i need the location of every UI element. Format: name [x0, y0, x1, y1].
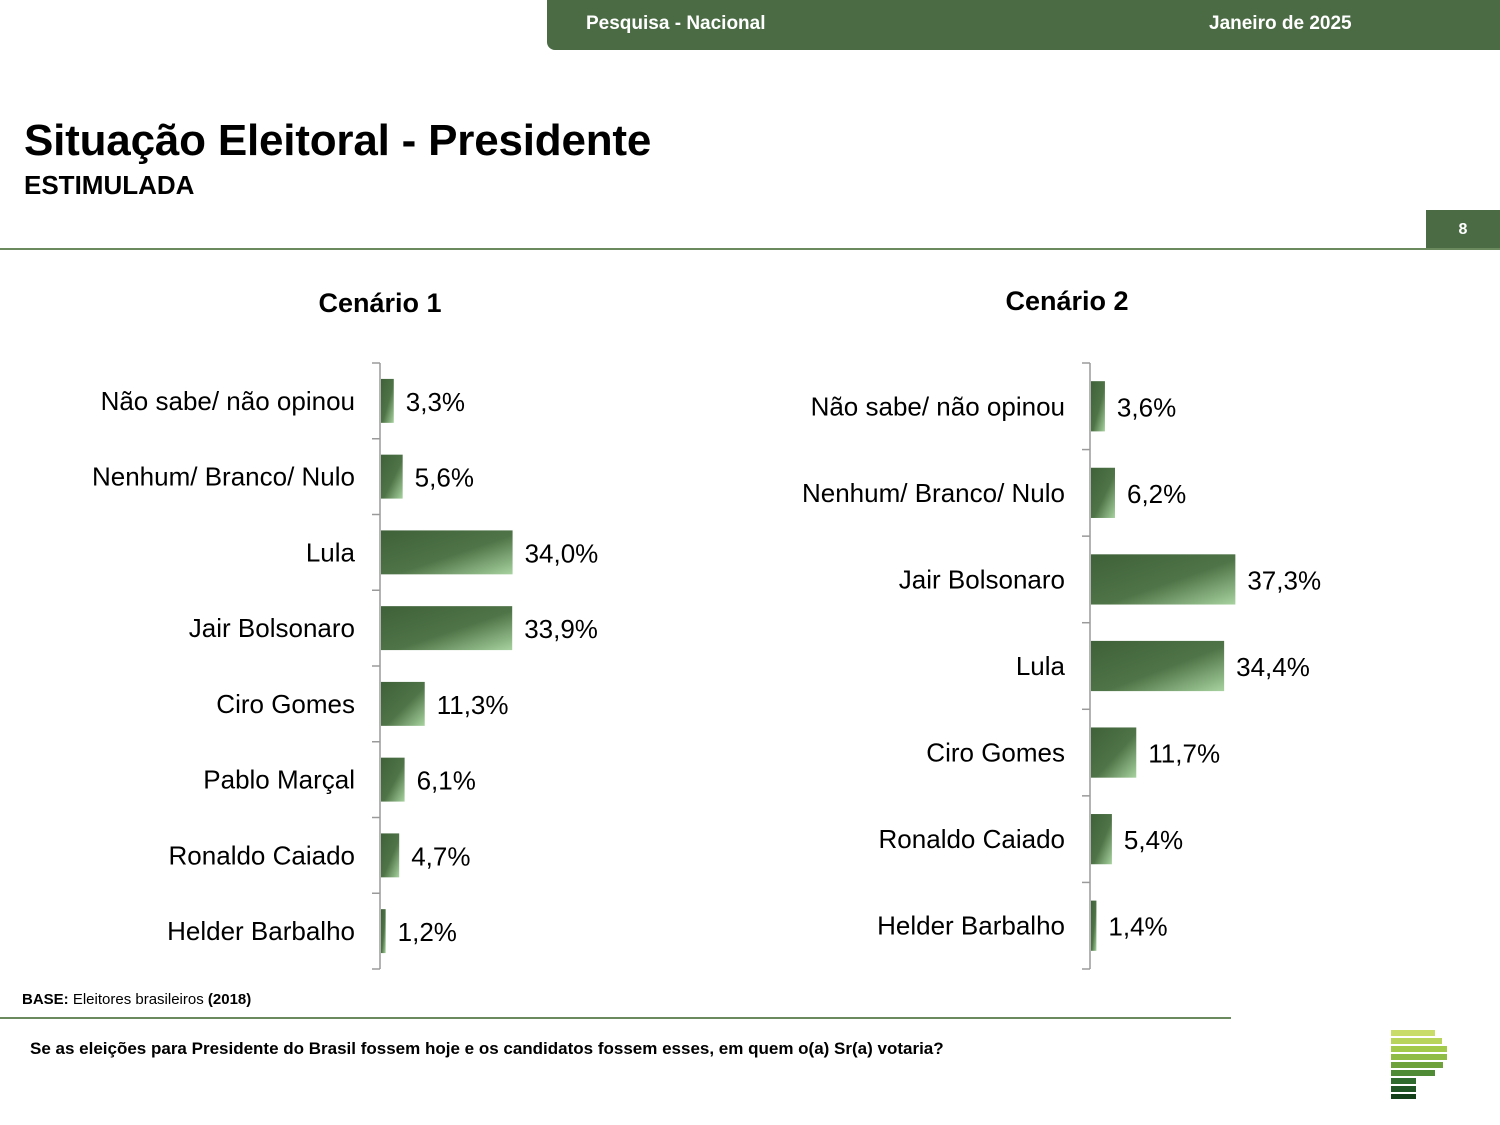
- category-label: Nenhum/ Branco/ Nulo: [92, 462, 355, 492]
- bar-5: [381, 681, 425, 726]
- value-label: 1,2%: [398, 917, 457, 947]
- bar-2: [1091, 467, 1115, 518]
- bar-3: [381, 530, 513, 575]
- category-label: Ciro Gomes: [216, 689, 355, 719]
- category-label: Ronaldo Caiado: [879, 824, 1065, 854]
- chart-title: Cenário 1: [318, 288, 441, 318]
- category-label: Jair Bolsonaro: [899, 564, 1065, 594]
- header-bar: Pesquisa - Nacional Janeiro de 2025: [547, 0, 1500, 50]
- page-number-badge: 8: [1426, 210, 1500, 249]
- category-label: Helder Barbalho: [877, 911, 1065, 941]
- value-label: 34,0%: [525, 538, 599, 568]
- value-label: 1,4%: [1108, 912, 1167, 942]
- value-label: 37,3%: [1247, 565, 1321, 595]
- chart-1: Cenário 1 Não sabe/ não opinou 3,3% Nenhum/…: [92, 288, 599, 970]
- bar-7: [1091, 900, 1097, 951]
- value-label: 6,1%: [417, 766, 476, 796]
- value-label: 3,6%: [1117, 392, 1176, 422]
- base-note: BASE: Eleitores brasileiros (2018): [22, 991, 251, 1008]
- bar-6: [381, 757, 405, 802]
- bar-2: [381, 454, 403, 499]
- bar-5: [1091, 727, 1137, 778]
- chart-title: Cenário 2: [1005, 286, 1128, 316]
- bar-3: [1091, 554, 1236, 605]
- value-label: 11,3%: [437, 690, 509, 720]
- survey-label: Pesquisa - Nacional: [586, 13, 766, 34]
- chart-2: Cenário 2 Não sabe/ não opinou 3,6% Nenhum/…: [802, 286, 1321, 970]
- value-label: 6,2%: [1127, 479, 1186, 509]
- bar-4: [381, 606, 513, 651]
- top-divider: [0, 248, 1500, 250]
- bar-4: [1091, 640, 1225, 692]
- bar-6: [1091, 814, 1112, 865]
- category-label: Nenhum/ Branco/ Nulo: [802, 478, 1065, 508]
- value-label: 4,7%: [411, 841, 470, 871]
- survey-question: Se as eleições para Presidente do Brasil…: [30, 1039, 944, 1058]
- bar-1: [1091, 381, 1105, 432]
- category-label: Pablo Marçal: [203, 765, 355, 795]
- category-label: Helder Barbalho: [167, 916, 355, 946]
- bar-1: [381, 378, 394, 423]
- value-label: 3,3%: [406, 387, 465, 417]
- value-label: 5,4%: [1124, 825, 1183, 855]
- category-label: Não sabe/ não opinou: [101, 386, 355, 416]
- bar-7: [381, 833, 400, 878]
- survey-date: Janeiro de 2025: [1209, 13, 1352, 34]
- value-label: 11,7%: [1148, 739, 1220, 769]
- base-text: Eleitores brasileiros: [72, 991, 204, 1008]
- striped-p-logo-icon: [1391, 1030, 1447, 1099]
- category-label: Ronaldo Caiado: [169, 840, 355, 870]
- category-label: Jair Bolsonaro: [189, 613, 355, 643]
- value-label: 34,4%: [1236, 652, 1310, 682]
- base-label: BASE:: [22, 991, 69, 1008]
- category-label: Ciro Gomes: [926, 738, 1065, 768]
- category-label: Lula: [306, 537, 356, 567]
- page-subtitle: ESTIMULADA: [24, 170, 195, 200]
- page-title: Situação Eleitoral - Presidente: [24, 116, 652, 165]
- bar-8: [381, 909, 386, 954]
- base-year: (2018): [207, 991, 252, 1008]
- value-label: 33,9%: [524, 614, 598, 644]
- category-label: Não sabe/ não opinou: [811, 391, 1065, 421]
- value-label: 5,6%: [415, 463, 474, 493]
- bottom-divider: [0, 1017, 1231, 1019]
- category-label: Lula: [1016, 651, 1066, 681]
